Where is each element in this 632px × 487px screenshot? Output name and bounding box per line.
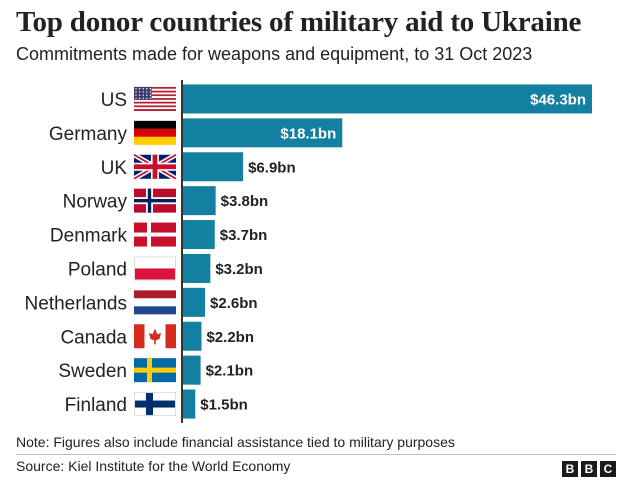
- data-label: $46.3bn: [530, 91, 586, 108]
- bar-netherlands: [182, 287, 206, 317]
- category-label: Poland: [68, 259, 127, 280]
- category-label: UK: [101, 158, 128, 179]
- bbc-logo-letter: C: [600, 461, 616, 477]
- footer-divider: [16, 454, 616, 455]
- bar-finland: [182, 389, 196, 419]
- category-label: Netherlands: [25, 293, 127, 314]
- bbc-logo: B B C: [562, 461, 616, 477]
- poland-flag-icon: [134, 256, 176, 281]
- data-label: $3.7bn: [220, 227, 268, 244]
- finland-flag-icon: [134, 392, 176, 417]
- denmark-flag-icon: [134, 222, 176, 247]
- category-label: Sweden: [58, 361, 127, 382]
- data-label: $2.1bn: [206, 363, 254, 380]
- bar-chart: US $46.3bn Germany $18.1bn UK $6.9bn Norway $3.…: [25, 80, 592, 423]
- category-label: US: [101, 90, 127, 111]
- data-label: $3.2bn: [215, 261, 263, 278]
- bar-canada: [182, 321, 202, 351]
- category-label: Germany: [49, 124, 128, 145]
- data-label: $1.5bn: [200, 397, 248, 414]
- bar-norway: [182, 186, 216, 216]
- data-label: $2.2bn: [206, 329, 254, 346]
- data-label: $6.9bn: [248, 159, 296, 176]
- category-label: Canada: [60, 327, 127, 348]
- data-label: $2.6bn: [210, 295, 258, 312]
- bar-us: [182, 84, 592, 114]
- bar-poland: [182, 253, 211, 283]
- bbc-logo-letter: B: [562, 461, 578, 477]
- us-flag-icon: [134, 86, 176, 112]
- germany-flag-icon: [134, 120, 176, 145]
- uk-flag-icon: [132, 152, 178, 181]
- bar-denmark: [182, 220, 215, 250]
- norway-flag-icon: [134, 188, 176, 213]
- data-label: $18.1bn: [280, 125, 336, 142]
- chart-subtitle: Commitments made for weapons and equipme…: [16, 44, 533, 64]
- bbc-logo-letter: B: [581, 461, 597, 477]
- chart-title: Top donor countries of military aid to U…: [16, 6, 582, 38]
- sweden-flag-icon: [134, 358, 176, 383]
- category-label: Norway: [63, 192, 128, 213]
- chart-source: Source: Kiel Institute for the World Eco…: [16, 458, 291, 474]
- bar-germany: [182, 118, 343, 148]
- category-label: Denmark: [50, 226, 128, 247]
- bar-uk: [182, 152, 244, 182]
- category-label: Finland: [65, 395, 127, 416]
- chart-note: Note: Figures also include financial ass…: [16, 434, 455, 450]
- netherlands-flag-icon: [134, 290, 176, 315]
- canada-flag-icon: [134, 324, 176, 349]
- bar-sweden: [182, 355, 201, 385]
- data-label: $3.8bn: [221, 193, 269, 210]
